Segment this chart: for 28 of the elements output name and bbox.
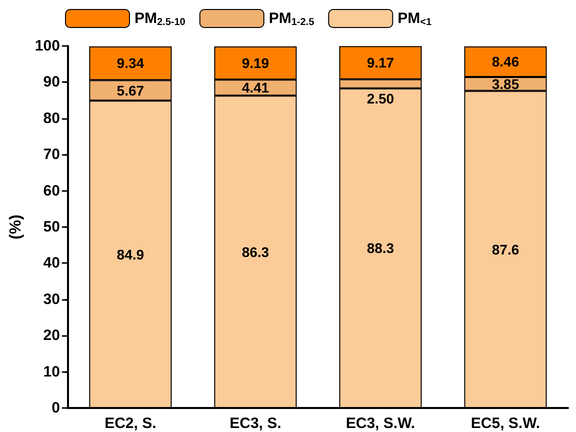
y-tick-label: 50 — [43, 218, 60, 236]
data-label: 8.46 — [492, 54, 520, 70]
y-tick-label: 70 — [43, 146, 60, 164]
y-tick-label: 20 — [43, 327, 60, 344]
x-tick-label: EC3, S.W. — [346, 415, 416, 432]
data-label: 9.19 — [242, 54, 270, 71]
data-label: 2.50 — [366, 90, 394, 106]
data-label: 9.17 — [366, 54, 394, 71]
y-tick-label: 80 — [43, 110, 60, 127]
data-label: 9.34 — [116, 55, 144, 72]
y-tick-label: 40 — [43, 254, 60, 272]
y-tick-label: 0 — [52, 400, 60, 416]
data-label: 5.67 — [116, 82, 144, 98]
data-label: 4.41 — [242, 80, 270, 96]
data-label: 3.85 — [492, 76, 520, 92]
data-label: 86.3 — [242, 244, 270, 260]
data-label: 87.6 — [492, 241, 520, 258]
x-tick-label: EC5, S.W. — [470, 415, 540, 432]
y-tick-label: 60 — [43, 182, 60, 200]
y-tick-label: 90 — [43, 74, 60, 91]
x-tick-label: EC2, S. — [104, 415, 156, 432]
y-tick-label: 30 — [43, 290, 60, 308]
y-axis-title: (%) — [8, 214, 24, 240]
x-tick-label: EC3, S. — [230, 415, 282, 432]
data-label: 88.3 — [366, 240, 394, 256]
y-tick-label: 10 — [43, 363, 60, 380]
data-label: 84.9 — [116, 246, 144, 262]
y-tick-label: 100 — [34, 38, 60, 54]
